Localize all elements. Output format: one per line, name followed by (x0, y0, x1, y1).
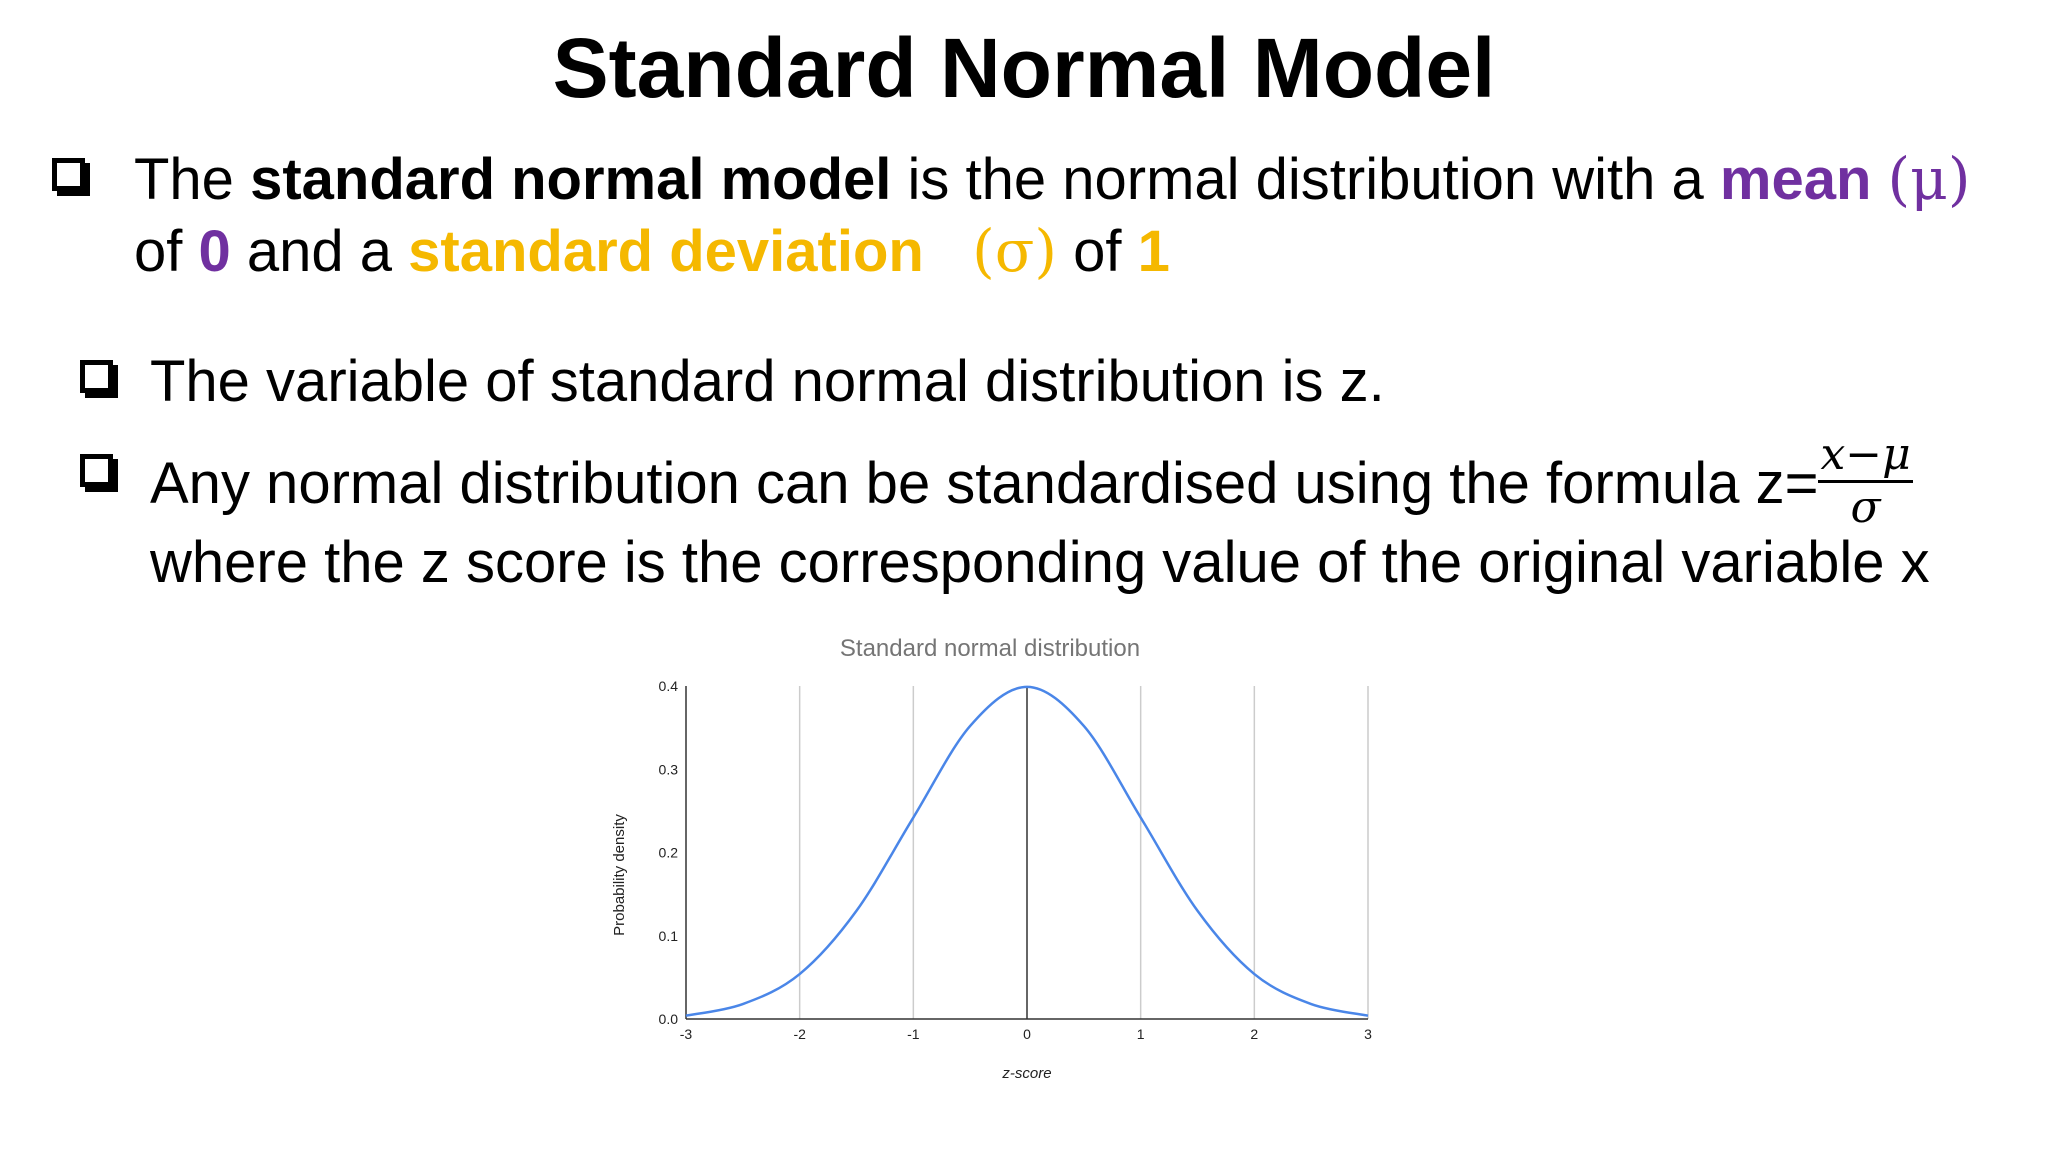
chart-title: Standard normal distribution (840, 635, 1140, 662)
x-tick-label: -3 (680, 1026, 693, 1042)
chart-x-axis-label: z-score (1001, 1065, 1051, 1082)
x-tick-label: 0 (1023, 1026, 1031, 1042)
bullet1-mean-value: 0 (198, 219, 231, 284)
bullet2-text: The variable of standard normal distribu… (150, 349, 1385, 414)
slide-title: Standard Normal Model (552, 21, 1496, 115)
standard-normal-chart: Standard normal distribution -3 -2 -1 0 1 2 3 0… (611, 635, 1373, 1082)
z-score-formula-fraction: x−μ σ (1818, 430, 1913, 533)
bullet-standard-normal-line2: of 0 and a standard deviation (σ) of 1 (134, 214, 1170, 289)
bullet-variable-z: The variable of standard normal distribu… (150, 345, 1385, 419)
x-tick-label: 2 (1250, 1026, 1258, 1042)
x-tick-label: 3 (1364, 1026, 1372, 1042)
formula-numerator: x−μ (1818, 430, 1913, 483)
y-tick-label: 0.0 (659, 1011, 679, 1027)
bullet1-sd-value: 1 (1137, 219, 1170, 284)
bullet1-sigma-symbol: (σ) (972, 217, 1057, 285)
y-tick-label: 0.2 (659, 845, 679, 861)
bullet3-text-line1: Any normal distribution can be standardi… (150, 450, 1819, 516)
bullet1-text-11: of (1057, 219, 1138, 284)
chart-axes (685, 686, 1368, 1020)
y-tick-label: 0.4 (659, 678, 679, 694)
bullet1-term-standard-normal-model: standard normal model (250, 147, 892, 212)
bullet-standardise-line2: where the z score is the corresponding v… (150, 526, 1930, 600)
chart-gridlines (798, 686, 1369, 1019)
bullet1-text-6: of (134, 219, 199, 284)
chart-y-axis-label: Probability density (611, 814, 628, 936)
chart-series (685, 685, 1369, 1017)
bullet1-term-mean: mean (1719, 147, 1872, 212)
x-tick-label: -2 (793, 1026, 806, 1042)
bullet1-text-8: and a (230, 219, 409, 284)
bullet-standardise-formula: Any normal distribution can be standardi… (150, 430, 1913, 539)
checkbox-bullet-icon (80, 360, 113, 393)
formula-denominator: σ (1850, 482, 1881, 533)
bullet1-text-1: The (134, 147, 251, 212)
chart-tick-labels: -3 -2 -1 0 1 2 3 0.0 0.1 0.2 0.3 0.4 (659, 678, 1373, 1042)
y-tick-label: 0.1 (659, 928, 679, 944)
bullet1-term-standard-deviation: standard deviation (408, 219, 924, 284)
x-tick-label: 1 (1137, 1026, 1145, 1042)
bullet-standard-normal-line1: The standard normal model is the normal … (134, 142, 1970, 217)
x-tick-label: -1 (907, 1026, 920, 1042)
checkbox-bullet-icon (80, 454, 113, 487)
y-tick-label: 0.3 (659, 761, 679, 777)
bullet1-mu-symbol: (μ) (1887, 145, 1971, 213)
density-curve-line (685, 685, 1369, 1017)
checkbox-bullet-icon (52, 158, 85, 191)
bullet3-text-line2: where the z score is the corresponding v… (150, 530, 1930, 595)
bullet1-text-3: is the normal distribution with a (891, 147, 1720, 212)
